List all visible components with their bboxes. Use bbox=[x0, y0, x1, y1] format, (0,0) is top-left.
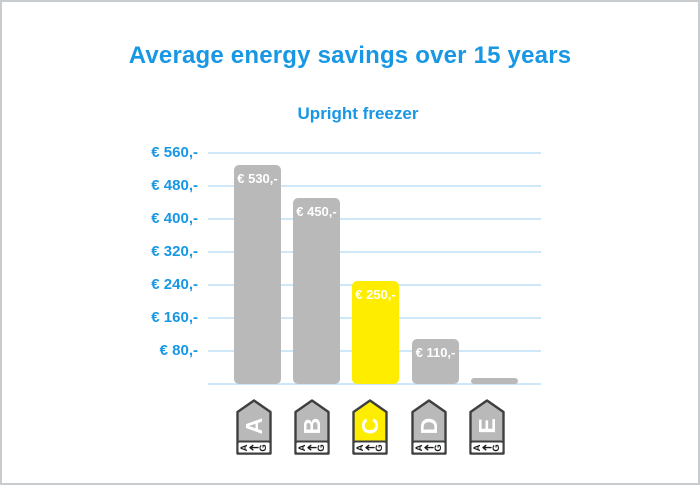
bar-value-label: € 110,- bbox=[415, 345, 456, 360]
y-axis-tick-label: € 400,- bbox=[151, 210, 198, 227]
gridline bbox=[208, 251, 541, 253]
page-title: Average energy savings over 15 years bbox=[128, 42, 572, 69]
energy-tag-c: C A G bbox=[352, 399, 388, 455]
y-axis-tick-label: € 160,- bbox=[151, 309, 198, 326]
energy-scale-letter-a: A bbox=[472, 444, 483, 451]
energy-scale-letter-g: G bbox=[491, 444, 502, 451]
y-axis-tick-label: € 560,- bbox=[151, 144, 198, 161]
bar-b bbox=[293, 198, 340, 384]
energy-scale-letter-g: G bbox=[316, 444, 327, 451]
energy-tag-svg: D A G bbox=[411, 399, 447, 455]
left-arrow-icon bbox=[307, 444, 317, 451]
y-axis-tick-label: € 320,- bbox=[151, 243, 198, 260]
energy-tag-e: E A G bbox=[469, 399, 505, 455]
bar-a bbox=[234, 165, 281, 384]
bar-value-label: € 250,- bbox=[355, 287, 396, 302]
bar-value-label: € 530,- bbox=[237, 171, 278, 186]
gridline bbox=[208, 152, 541, 154]
left-arrow-icon bbox=[424, 444, 434, 451]
energy-scale-letter-a: A bbox=[355, 444, 366, 451]
energy-tag-letter: A bbox=[241, 418, 267, 435]
energy-scale-letter-a: A bbox=[414, 444, 425, 451]
bar-value-label: € 450,- bbox=[296, 204, 337, 219]
chart-subtitle: Upright freezer bbox=[297, 104, 419, 123]
energy-tag-letter: B bbox=[299, 418, 325, 435]
energy-tag-b: B A G bbox=[294, 399, 330, 455]
energy-tag-letter: C bbox=[357, 418, 383, 435]
bar-c bbox=[352, 281, 399, 384]
left-arrow-icon bbox=[249, 444, 259, 451]
y-axis-tick-label: € 80,- bbox=[159, 342, 198, 359]
bar-d bbox=[412, 339, 459, 384]
energy-scale-letter-g: G bbox=[374, 444, 385, 451]
y-axis-tick-label: € 240,- bbox=[151, 276, 198, 293]
energy-scale-letter-g: G bbox=[433, 444, 444, 451]
energy-tag-letter: D bbox=[416, 418, 442, 435]
bar-e bbox=[471, 378, 518, 384]
gridline bbox=[208, 218, 541, 220]
energy-scale-letter-a: A bbox=[297, 444, 308, 451]
energy-tag-a: A A G bbox=[236, 399, 272, 455]
energy-tag-svg: A A G bbox=[236, 399, 272, 455]
energy-tag-svg: C A G bbox=[352, 399, 388, 455]
energy-tag-d: D A G bbox=[411, 399, 447, 455]
y-axis-tick-label: € 480,- bbox=[151, 177, 198, 194]
left-arrow-icon bbox=[482, 444, 492, 451]
energy-tag-svg: B A G bbox=[294, 399, 330, 455]
energy-scale-letter-g: G bbox=[258, 444, 269, 451]
gridline bbox=[208, 185, 541, 187]
energy-tag-svg: E A G bbox=[469, 399, 505, 455]
gridline bbox=[208, 383, 541, 385]
energy-scale-letter-a: A bbox=[239, 444, 250, 451]
energy-tag-letter: E bbox=[474, 418, 500, 433]
left-arrow-icon bbox=[365, 444, 375, 451]
